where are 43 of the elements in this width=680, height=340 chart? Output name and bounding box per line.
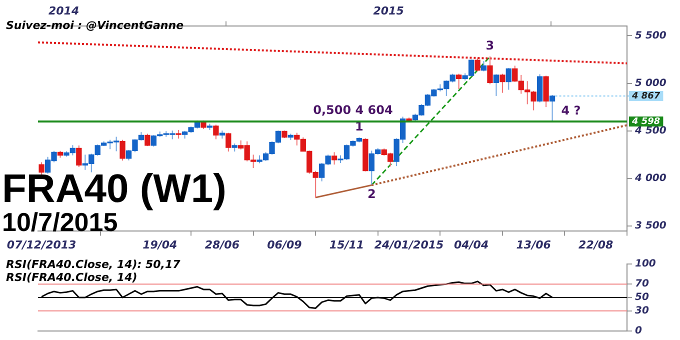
annotation: 4 867	[631, 91, 661, 102]
annotation: 3	[486, 38, 494, 52]
ref-line-label: 4 598	[631, 116, 660, 127]
candlestick	[38, 162, 44, 176]
candlestick	[213, 124, 219, 140]
y-tick-label: 70	[635, 278, 649, 290]
x-tick-label: 28/06	[204, 238, 240, 252]
candlestick	[226, 132, 232, 152]
annotation: Suivez-moi : @VincentGanne	[6, 19, 184, 32]
candlestick	[549, 94, 556, 122]
x-tick-label: 19/04	[142, 238, 178, 252]
y-tick-label: 4 500	[634, 125, 666, 136]
candlestick	[76, 144, 82, 168]
y-tick-label: 100	[635, 258, 656, 270]
x2-tick-label: 2015	[373, 4, 404, 18]
candlestick	[500, 73, 506, 94]
candlestick	[506, 68, 512, 90]
x-tick-label: 24/01/2015	[374, 238, 444, 252]
y-tick-label: 30	[635, 305, 649, 316]
annotation: RSI(FRA40.Close, 14)	[6, 271, 138, 284]
annotation: 2	[367, 186, 376, 201]
candlestick	[493, 74, 500, 96]
x-tick-label: 13/06	[516, 238, 552, 252]
candlestick	[144, 133, 150, 147]
x2-tick-label: 2014	[48, 4, 80, 18]
y-tick-label: 5 000	[635, 78, 666, 89]
x-tick-label: 15/11	[329, 238, 364, 252]
x-tick-label: 06/09	[267, 238, 302, 252]
annotation: 4 ?	[561, 104, 581, 118]
candlestick	[456, 73, 462, 90]
y-tick-label: 50	[635, 292, 649, 304]
y-tick-label: 3 500	[635, 220, 666, 232]
x-tick-label: 04/04	[454, 238, 489, 252]
x-tick-label: 07/12/2013	[6, 238, 77, 252]
candlestick	[331, 152, 338, 166]
candlestick	[480, 60, 487, 72]
y-tick-label: 5 500	[635, 30, 666, 42]
y-tick-label: 4 000	[634, 173, 666, 184]
annotation: RSI(FRA40.Close, 14): 50,17	[6, 258, 180, 271]
x-tick-label: 22/08	[578, 238, 614, 252]
y-tick-label: 0	[635, 326, 642, 337]
annotation: 0,500 4 604	[313, 103, 393, 118]
candlestick	[120, 139, 126, 162]
